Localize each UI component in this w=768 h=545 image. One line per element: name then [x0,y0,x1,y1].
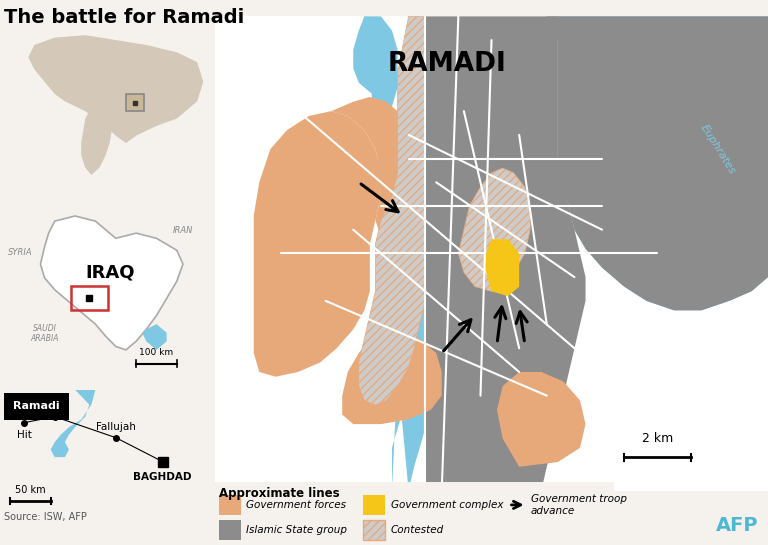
Text: Ramadi: Ramadi [13,401,60,411]
Text: Contested: Contested [391,525,444,535]
Text: Government troop
advance: Government troop advance [531,494,627,516]
Text: BAGHDAD: BAGHDAD [134,472,192,482]
Polygon shape [425,16,585,490]
Text: Source: ISW, AFP: Source: ISW, AFP [4,512,87,522]
Polygon shape [81,106,111,175]
Text: Government complex: Government complex [391,500,503,510]
Polygon shape [41,216,183,350]
Text: AFP: AFP [717,516,759,535]
Text: Fallujah: Fallujah [96,422,136,432]
Text: Hit: Hit [17,430,31,440]
Polygon shape [547,16,768,310]
Polygon shape [51,390,95,457]
Polygon shape [353,16,398,97]
Text: Government forces: Government forces [247,500,346,510]
Bar [4,392,69,420]
Text: Euphrates: Euphrates [699,123,737,176]
Text: Approximate lines: Approximate lines [219,487,339,500]
Polygon shape [486,239,519,296]
Polygon shape [142,324,167,350]
Bar [71,286,108,311]
Polygon shape [558,16,768,310]
Bar [362,495,385,515]
Text: SYRIA: SYRIA [8,249,32,257]
Bar [362,520,385,540]
Bar [362,520,385,540]
Text: IRAN: IRAN [173,226,193,235]
Polygon shape [28,35,204,143]
Polygon shape [343,329,442,424]
Text: The battle for Ramadi: The battle for Ramadi [4,8,244,27]
Polygon shape [331,97,409,253]
Text: SAUDI
ARABIA: SAUDI ARABIA [30,324,59,343]
Polygon shape [497,372,585,467]
Text: 2 km: 2 km [642,432,673,445]
Text: 100 km: 100 km [140,348,174,357]
Polygon shape [359,16,425,405]
Bar [219,495,241,515]
Text: IRAQ: IRAQ [85,264,134,282]
Polygon shape [364,16,447,490]
Polygon shape [253,111,381,377]
Bar [219,520,241,540]
Bar [126,94,144,111]
Text: Islamic State group: Islamic State group [247,525,347,535]
Text: 50 km: 50 km [15,485,45,495]
Polygon shape [458,168,530,292]
Text: RAMADI: RAMADI [388,51,507,77]
